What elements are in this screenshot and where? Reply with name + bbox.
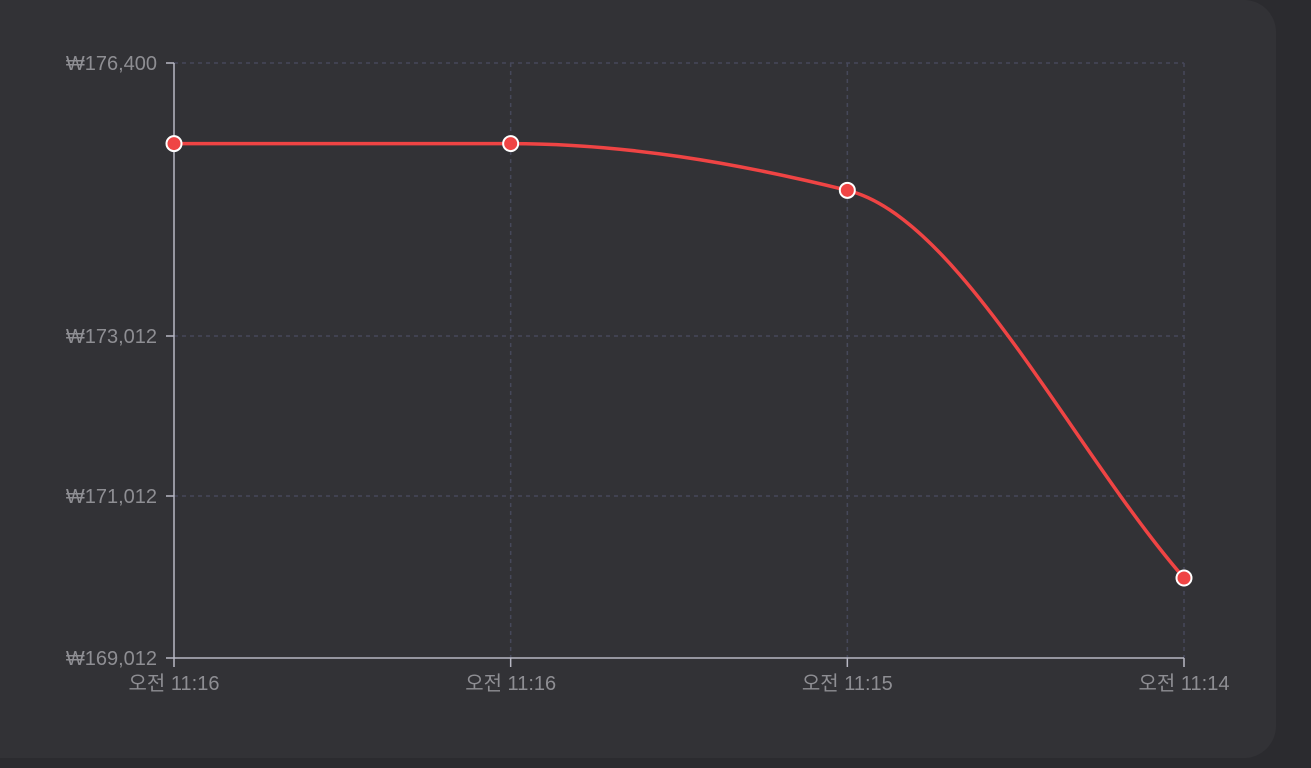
- data-point[interactable]: [165, 135, 183, 153]
- y-axis-tick-label: ₩169,012: [66, 648, 157, 670]
- data-point[interactable]: [1175, 569, 1193, 587]
- x-axis-tick-label: 오전 11:16: [465, 672, 556, 695]
- x-axis-tick-label: 오전 11:14: [1139, 672, 1230, 695]
- series-line: [174, 141, 1186, 580]
- y-axis-tick-label: ₩171,012: [66, 486, 157, 508]
- y-axis-tick-label: ₩176,400: [66, 53, 157, 75]
- chart-card: ₩169,012 ₩171,012 ₩173,012 ₩176,400 오전 11:16…: [65, 53, 1230, 695]
- y-axis-tick-label: ₩173,012: [66, 326, 157, 348]
- x-axis-tick-label: 오전 11:16: [129, 672, 220, 695]
- data-point[interactable]: [838, 181, 856, 199]
- data-point[interactable]: [502, 135, 520, 153]
- x-axis-tick-label: 오전 11:15: [802, 672, 893, 695]
